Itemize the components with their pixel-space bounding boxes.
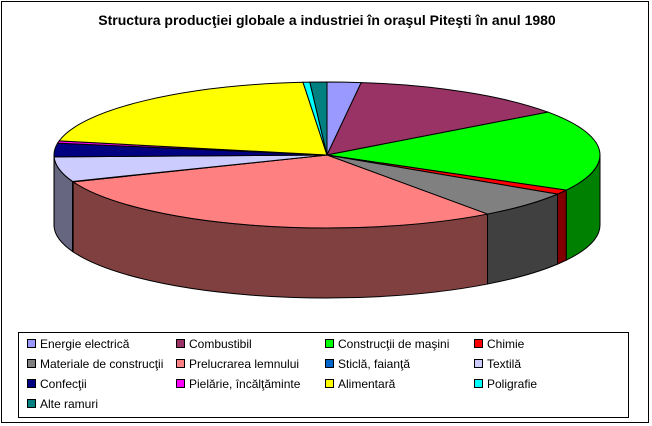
- legend-item-poligrafie: Poligrafie: [474, 377, 537, 391]
- legend-swatch: [474, 379, 483, 388]
- legend-item-pielarie-incaltaminte: Pielărie, încălţăminte: [176, 377, 300, 391]
- pie-side-chimie: [557, 189, 567, 265]
- legend-label: Pielărie, încălţăminte: [189, 377, 301, 391]
- legend-swatch: [27, 359, 36, 368]
- legend-item-energie-electrica: Energie electrică: [27, 337, 129, 351]
- legend-label: Textilă: [487, 357, 522, 371]
- legend: Energie electrică Combustibil Construcţii …: [18, 332, 629, 418]
- legend-swatch: [325, 339, 334, 348]
- legend-swatch: [474, 359, 483, 368]
- legend-label: Prelucrarea lemnului: [189, 357, 300, 371]
- legend-item-sticla-faianta: Sticlă, faianţă: [325, 357, 410, 371]
- pie-slice-combustibil: [326, 82, 550, 156]
- legend-item-chimie: Chimie: [474, 337, 524, 351]
- legend-swatch: [325, 379, 334, 388]
- legend-swatch: [176, 339, 185, 348]
- legend-item-constructii-de-masini: Construcţii de maşini: [325, 337, 449, 351]
- legend-label: Alimentară: [338, 377, 396, 391]
- pie-slice-constructii-de-masini: [326, 111, 601, 191]
- legend-item-alte-ramuri: Alte ramuri: [27, 397, 98, 411]
- chart-title: Structura producţiei globale a industrie…: [98, 12, 556, 28]
- legend-item-combustibil: Combustibil: [176, 337, 252, 351]
- legend-label: Sticlă, faianţă: [338, 357, 411, 371]
- legend-label: Confecţii: [40, 377, 87, 391]
- legend-item-prelucrarea-lemnului: Prelucrarea lemnului: [176, 357, 299, 371]
- legend-label: Combustibil: [189, 337, 252, 351]
- pie-chart: [53, 81, 601, 299]
- legend-label: Poligrafie: [487, 377, 538, 391]
- pie-slice-alte-ramuri: [309, 81, 328, 156]
- legend-label: Alte ramuri: [40, 397, 99, 411]
- pie-slice-alimentara: [58, 81, 328, 156]
- legend-label: Materiale de construcţii: [40, 357, 164, 371]
- legend-swatch: [27, 399, 36, 408]
- legend-label: Energie electrică: [40, 337, 130, 351]
- legend-item-confectii: Confecţii: [27, 377, 87, 391]
- legend-swatch: [325, 359, 334, 368]
- pie-slice-prelucrarea-lemnului: [71, 154, 490, 229]
- legend-label: Chimie: [487, 337, 525, 351]
- legend-label: Construcţii de maşini: [338, 337, 450, 351]
- legend-swatch: [176, 379, 185, 388]
- legend-swatch: [176, 359, 185, 368]
- legend-item-materiale-de-constructii: Materiale de construcţii: [27, 357, 163, 371]
- legend-swatch: [27, 379, 36, 388]
- legend-item-textila: Textilă: [474, 357, 521, 371]
- legend-swatch: [474, 339, 483, 348]
- legend-swatch: [27, 339, 36, 348]
- legend-item-alimentara: Alimentară: [325, 377, 395, 391]
